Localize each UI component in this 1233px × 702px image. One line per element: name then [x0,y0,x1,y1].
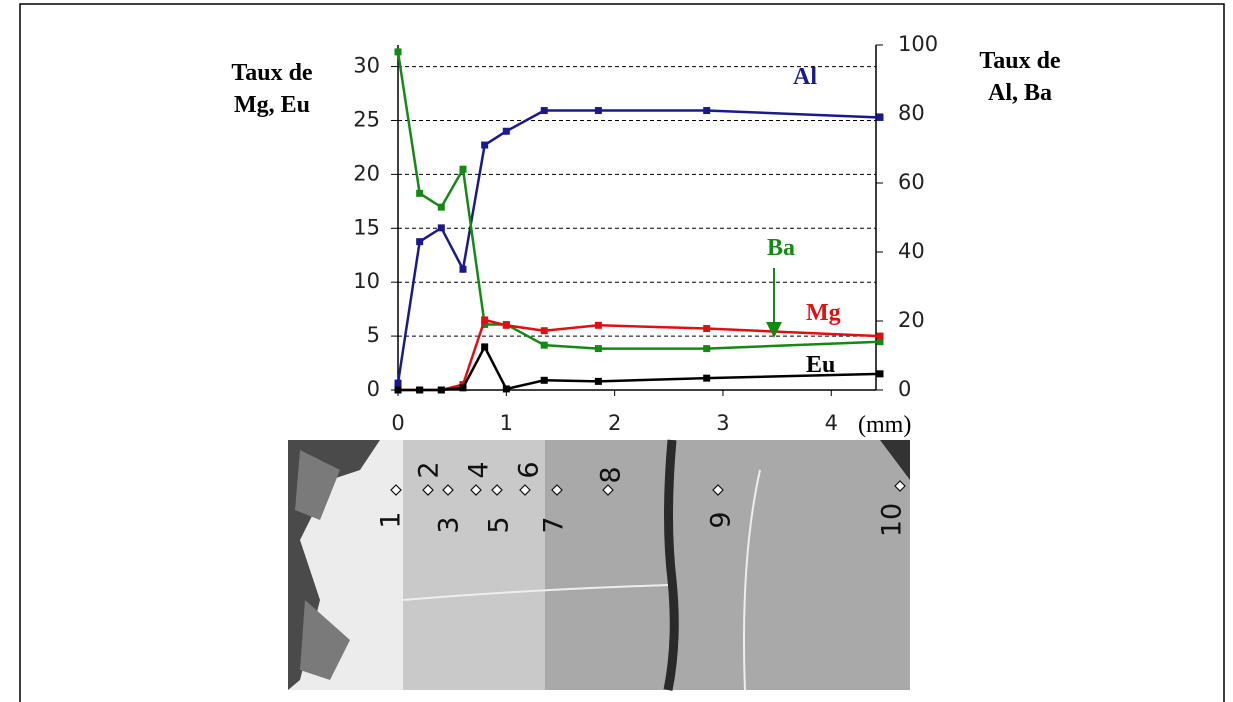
point [703,325,711,333]
y2-axis-label: Al, Ba [988,80,1052,106]
image-flake [880,440,910,480]
point [876,113,884,121]
point [540,327,548,335]
point [437,203,445,211]
series-line [396,109,881,384]
point [594,321,602,329]
point-label: 8 [596,466,627,483]
point-marker [712,484,724,496]
point [481,320,489,328]
y2-tick-label: 80 [898,101,925,125]
point [594,377,602,385]
point-marker [422,484,434,496]
y2-axis-label: Taux de [979,48,1061,74]
y-tick-label: 30 [353,54,380,78]
y-tick-label: 20 [353,161,380,185]
point [876,338,884,346]
point [481,343,489,351]
y2-tick-label: 40 [898,239,925,263]
y-tick-label: 15 [353,215,380,239]
series-label: Eu [806,352,835,378]
point-marker [442,484,454,496]
point [459,265,467,273]
point [876,370,884,378]
y2-tick-label: 60 [898,170,925,194]
image-flake [295,450,350,680]
point [502,321,510,329]
point-label: 7 [539,516,570,533]
point [594,107,602,115]
point-marker [390,484,402,496]
x-tick-label: 0 [391,411,404,435]
point-marker [470,484,482,496]
point-marker [519,484,531,496]
point [437,386,445,394]
y-tick-label: 5 [367,323,380,347]
point-marker [894,480,906,492]
point [481,316,489,324]
point [876,332,884,340]
point [481,141,489,149]
point [540,376,548,384]
series-label: Ba [767,235,795,261]
point [394,386,402,394]
point-marker [602,484,614,496]
point [540,107,548,115]
point-label: 1 [376,511,407,528]
point [540,341,548,349]
series-label: Al [793,64,817,90]
point [437,224,445,232]
x-tick-label: 3 [716,411,729,435]
point [502,385,510,393]
point [394,48,402,56]
y2-tick-label: 20 [898,308,925,332]
point [703,107,711,115]
x-axis-label: (mm) [858,412,911,438]
x-tick-label: 4 [825,411,838,435]
point-label: 9 [706,511,737,528]
point [394,379,402,387]
y-tick-label: 10 [353,269,380,293]
point-label: 10 [877,503,908,537]
point-label: 6 [514,461,545,478]
point-marker [491,484,503,496]
y2-tick-label: 0 [898,377,911,401]
point [459,384,467,392]
image-crack [663,439,679,691]
frame [19,3,1225,702]
y2-tick-label: 100 [898,32,938,56]
y-tick-label: 0 [367,377,380,401]
point [416,189,424,197]
series-label: Mg [806,300,841,326]
y-axis-label: Mg, Eu [234,92,310,118]
ba-arrowhead [766,322,782,338]
point-marker [551,484,563,496]
point [703,374,711,382]
point-label: 3 [434,516,465,533]
y-tick-label: 25 [353,107,380,131]
point-label: 5 [484,516,515,533]
point [459,165,467,173]
series-line [398,344,881,392]
point-label: 2 [414,461,445,478]
point [502,127,510,135]
x-tick-label: 2 [608,411,621,435]
point-label: 4 [464,461,495,478]
point [416,238,424,246]
series-line [396,51,881,350]
point [594,345,602,353]
y-axis-label: Taux de [231,60,313,86]
image-zone [400,440,545,690]
sem-image: 1 2 3 4 5 6 7 8 9 10 [288,439,911,691]
point [703,345,711,353]
point [416,386,424,394]
x-tick-label: 1 [500,411,513,435]
